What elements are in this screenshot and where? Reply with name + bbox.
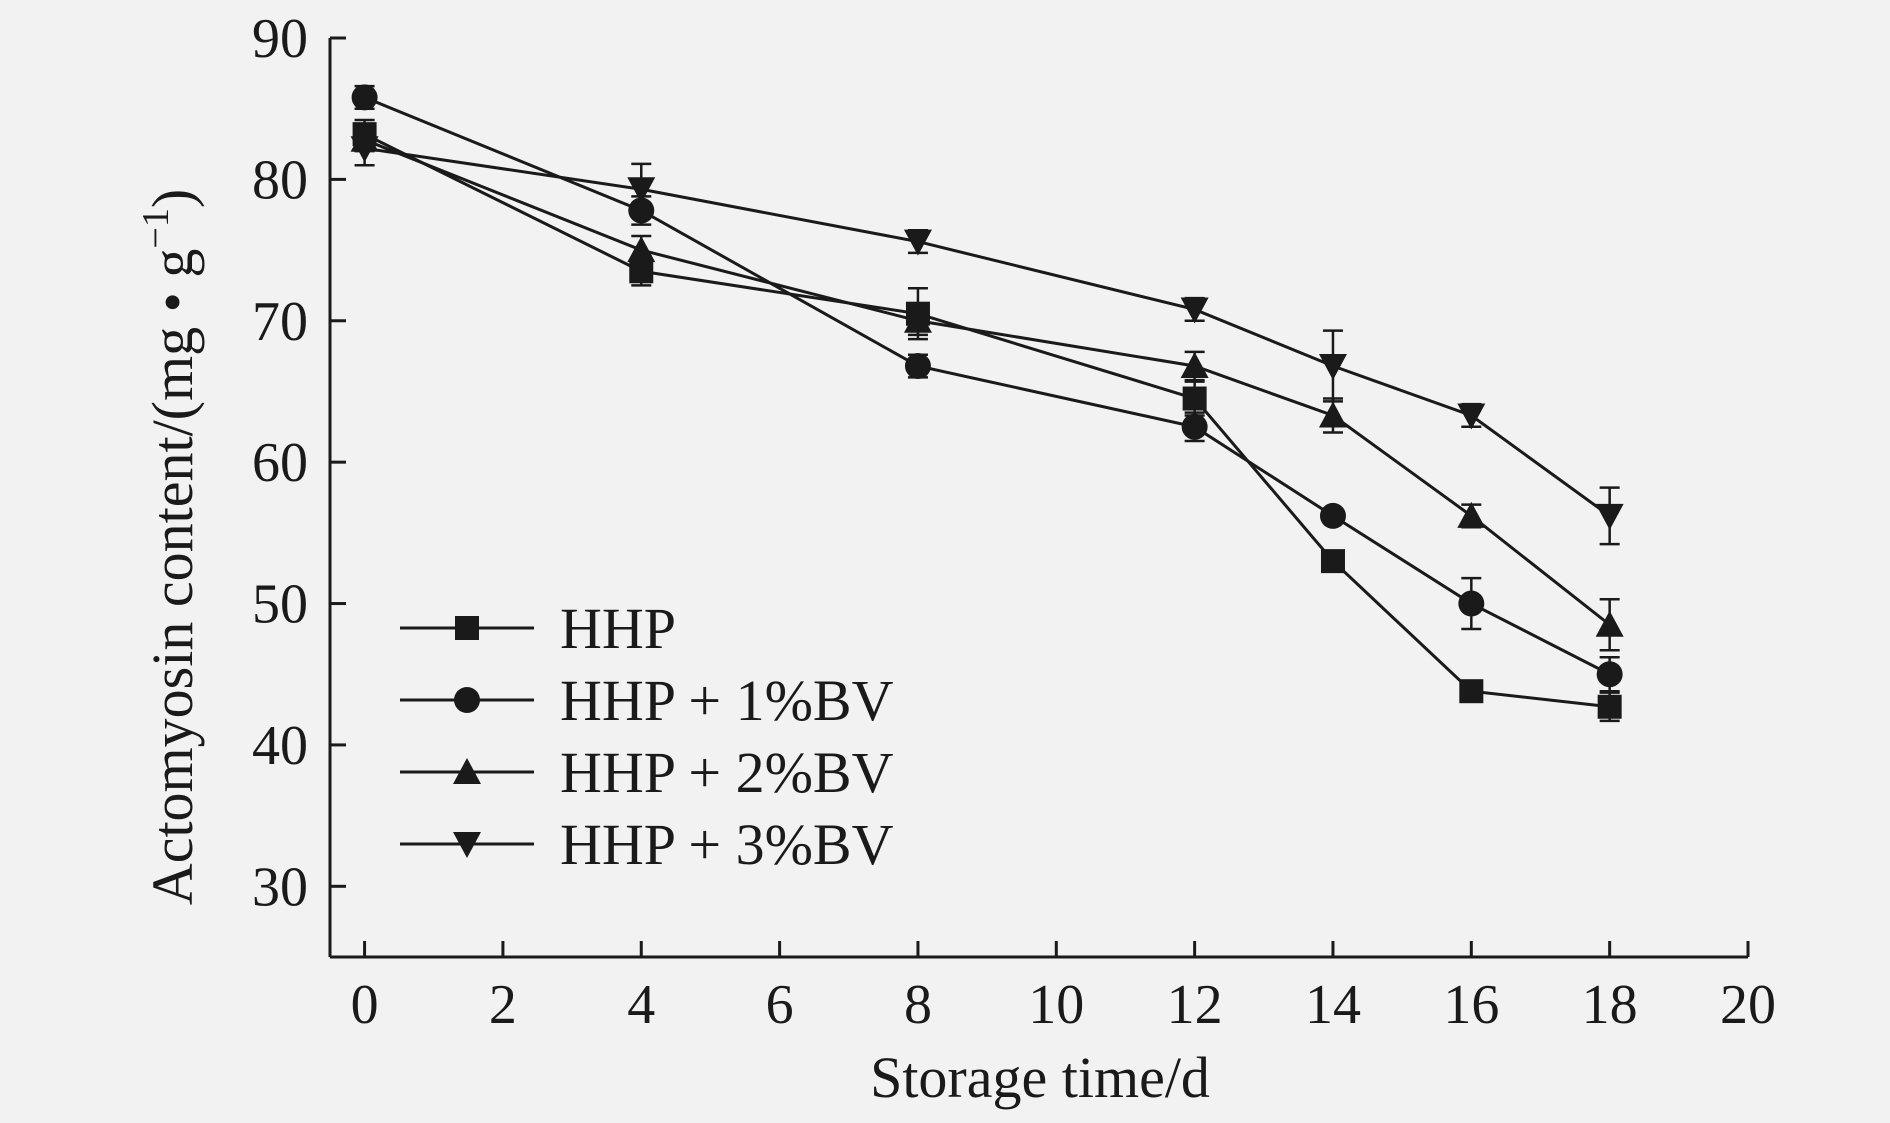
y-tick-label: 70 — [252, 291, 308, 353]
x-tick-label: 14 — [1305, 974, 1361, 1036]
legend-item-2: HHP + 1%BV — [400, 668, 894, 733]
data-point — [1596, 661, 1623, 688]
legend-marker — [454, 687, 480, 713]
data-point — [1457, 403, 1486, 430]
y-axis-label-close: ) — [140, 189, 205, 208]
data-point — [1595, 503, 1624, 530]
y-tick-label: 40 — [252, 715, 308, 777]
legend-item-1: HHP — [400, 596, 676, 661]
data-point — [1318, 401, 1347, 428]
data-point — [903, 229, 932, 256]
data-point — [1595, 610, 1624, 637]
legend-marker — [455, 616, 479, 640]
x-tick-label: 4 — [627, 974, 655, 1036]
y-tick-label: 80 — [252, 149, 308, 211]
x-tick-label: 10 — [1028, 974, 1084, 1036]
x-tick-label: 8 — [904, 974, 932, 1036]
legend-marker — [453, 758, 481, 784]
y-tick-label: 50 — [252, 574, 308, 636]
series-line — [363, 132, 1610, 709]
data-point — [1319, 502, 1346, 529]
axes: 0 2 4 6 8 10 12 14 16 18 20 30 40 50 60 70 80 90 — [252, 8, 1776, 1036]
legend-label: HHP + 1%BV — [560, 668, 894, 733]
legend-label: HHP + 2%BV — [560, 740, 894, 805]
data-point — [1457, 501, 1486, 528]
legend: HHP HHP + 1%BV HHP + 2%BV HHP + 3%BV — [400, 596, 894, 877]
y-tick-label: 30 — [252, 856, 308, 918]
x-tick-label: 12 — [1167, 974, 1223, 1036]
data-point — [903, 306, 932, 333]
legend-item-4: HHP + 3%BV — [400, 812, 894, 877]
data-point — [627, 236, 656, 263]
series-line — [364, 95, 1611, 676]
data-point — [1182, 386, 1207, 411]
x-tick-label: 16 — [1443, 974, 1499, 1036]
x-tick-label: 0 — [351, 974, 379, 1036]
legend-item-3: HHP + 2%BV — [400, 740, 894, 805]
y-tick-label: 90 — [252, 8, 308, 70]
x-tick-label: 2 — [489, 974, 517, 1036]
data-point — [1318, 354, 1347, 381]
data-point — [1459, 679, 1484, 704]
data-point — [1180, 352, 1209, 379]
series-layer — [350, 84, 1624, 723]
x-tick-label: 18 — [1582, 974, 1638, 1036]
data-point — [1181, 413, 1208, 440]
legend-label: HHP + 3%BV — [560, 812, 894, 877]
data-point — [1597, 694, 1622, 719]
y-axis-label-main: Actomyosin content/(mg • g — [140, 249, 205, 906]
y-axis-label: Actomyosin content/(mg • g−1) — [135, 189, 205, 905]
x-tick-label: 20 — [1720, 974, 1776, 1036]
series-3 — [350, 125, 1624, 652]
data-point — [1180, 297, 1209, 324]
data-point — [627, 177, 656, 204]
data-point — [1458, 590, 1485, 617]
legend-label: HHP — [560, 596, 676, 661]
data-point — [1320, 549, 1345, 574]
data-point — [351, 84, 378, 111]
data-point — [350, 136, 379, 163]
legend-marker — [453, 832, 481, 858]
x-axis-label: Storage time/d — [870, 1045, 1210, 1110]
y-axis-label-superscript: −1 — [135, 208, 177, 248]
series-4 — [350, 130, 1624, 546]
data-point — [904, 353, 931, 380]
y-tick-label: 60 — [252, 432, 308, 494]
x-tick-label: 6 — [766, 974, 794, 1036]
